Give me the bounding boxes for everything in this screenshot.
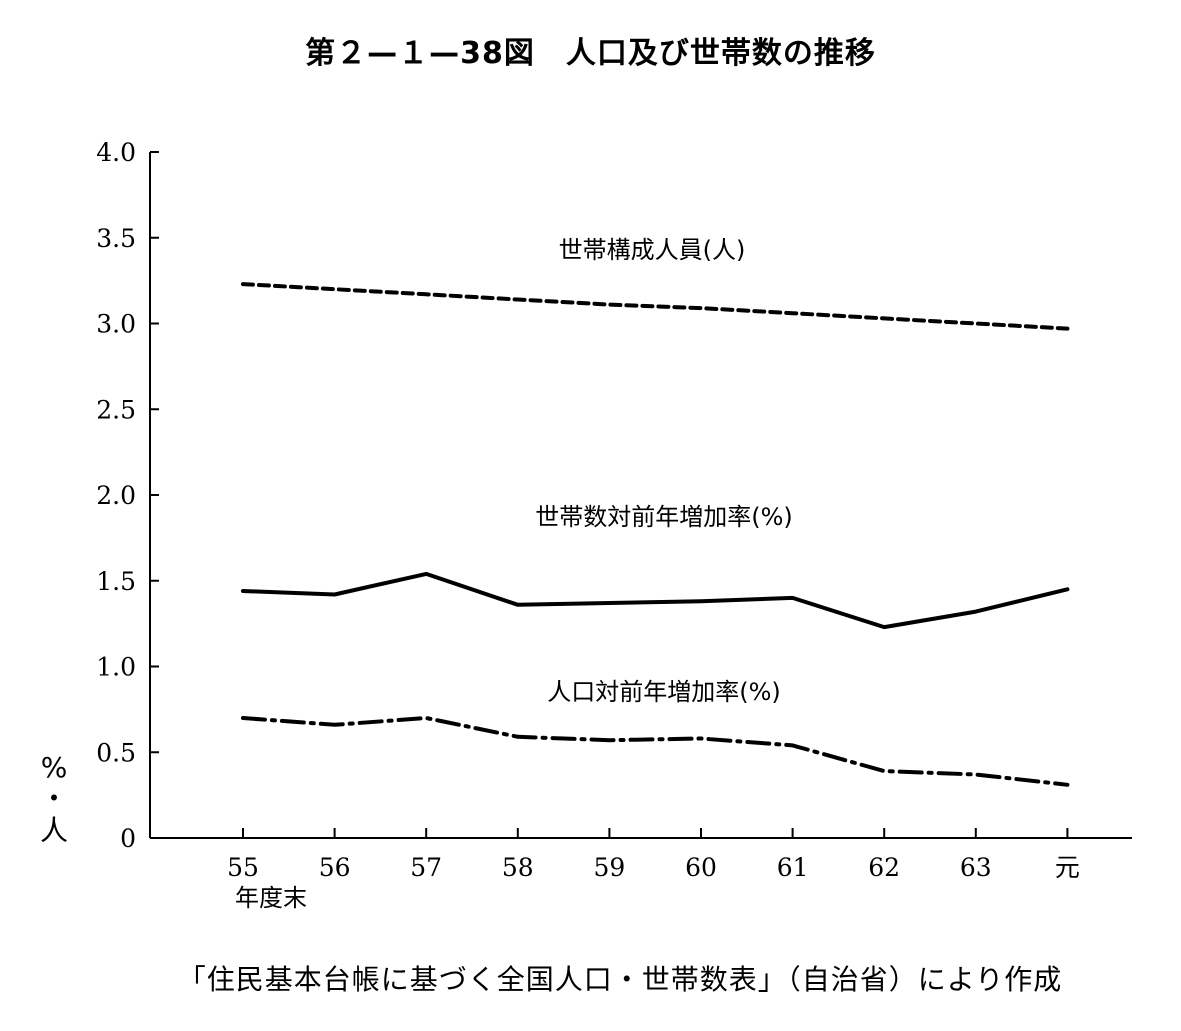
x-tick-label: 55 — [227, 853, 259, 882]
series-label-1: 世帯構成人員(人) — [559, 236, 746, 264]
x-tick-label: 57 — [410, 853, 442, 882]
y-tick-label: 0.5 — [96, 738, 136, 767]
y-tick-label: 2.5 — [96, 395, 136, 424]
x-tick-label: 60 — [685, 853, 717, 882]
source-note: 「住民基本台帳に基づく全国人口・世帯数表」（自治省）により作成 — [177, 963, 1063, 996]
y-tick-label: 3.0 — [96, 310, 136, 339]
x-tick-label: 56 — [319, 853, 351, 882]
y-tick-label: 0 — [120, 824, 136, 853]
y-tick-label: 1.0 — [96, 653, 136, 682]
x-tick-label: 59 — [593, 853, 625, 882]
series-labels: 世帯構成人員(人) 世帯数対前年増加率(%) 人口対前年増加率(%) — [535, 236, 793, 706]
series-line-1 — [241, 282, 1070, 331]
series-lines — [241, 282, 1070, 787]
x-tick-label: 元 — [1055, 853, 1080, 882]
y-axis-label-part: % — [41, 751, 68, 784]
y-axis-ticks: 0 0.5 1.0 1.5 2.0 2.5 3.0 3.5 4.0 — [96, 138, 159, 853]
series-line-3 — [241, 716, 1070, 787]
y-tick-label: 2.0 — [96, 481, 136, 510]
series-line-2 — [241, 571, 1070, 630]
y-axis-label-part: ・ — [40, 782, 68, 815]
y-tick-label: 3.5 — [96, 224, 136, 253]
x-tick-label: 63 — [960, 853, 992, 882]
y-axis-label: %・人 — [40, 751, 68, 847]
y-axis-label-part: 人 — [40, 814, 68, 847]
x-tick-label: 61 — [777, 853, 809, 882]
y-tick-label: 1.5 — [96, 567, 136, 596]
series-label-2: 世帯数対前年増加率(%) — [535, 503, 793, 531]
x-axis-sublabel: 年度末 — [235, 884, 307, 912]
series-label-3: 人口対前年増加率(%) — [547, 678, 781, 706]
x-tick-label: 58 — [502, 853, 534, 882]
x-tick-label: 62 — [868, 853, 900, 882]
chart-title: 第２—１—38図 人口及び世帯数の推移 — [305, 36, 876, 71]
y-tick-label: 4.0 — [96, 138, 136, 167]
